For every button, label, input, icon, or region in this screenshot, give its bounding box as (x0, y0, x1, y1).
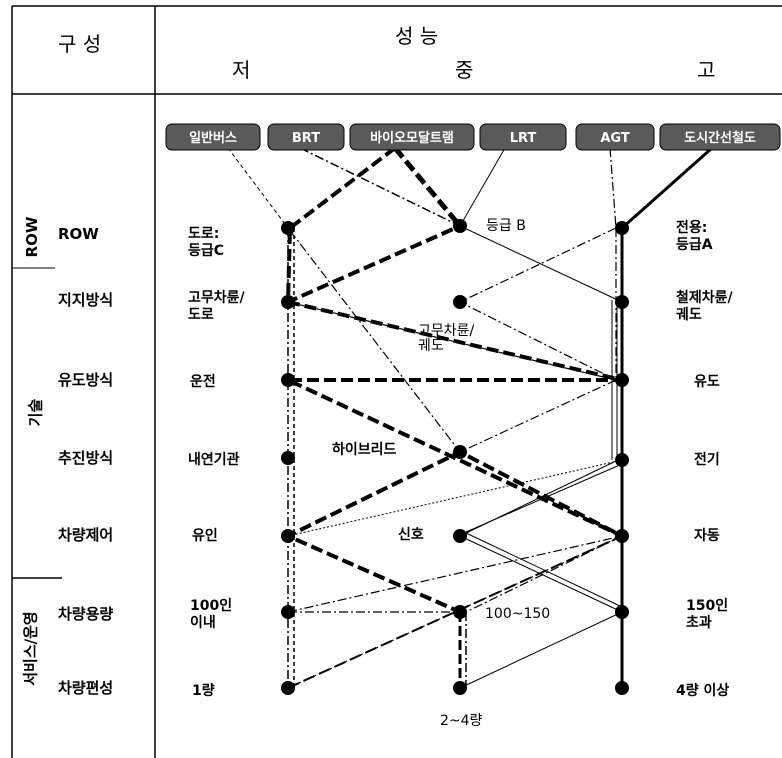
node-high-row (615, 221, 629, 235)
header-low: 저 (232, 58, 251, 82)
header-high: 고 (697, 58, 716, 82)
row-value-high: 유도 (694, 374, 720, 390)
row-name-support: 지지방식 (58, 291, 114, 309)
header-composition: 구 성 (58, 32, 102, 56)
mode-label-bus: 일반버스 (189, 130, 237, 146)
nodes (281, 219, 629, 695)
node-high-propulsion (615, 453, 629, 467)
mode-label-brt: BRT (292, 131, 320, 146)
row-value-low: 1량 (192, 683, 215, 699)
row-name-formation: 차량편성 (58, 679, 114, 697)
node-high-support (615, 295, 629, 309)
mode-box-brt (267, 123, 345, 151)
row-name-row: ROW (58, 225, 99, 243)
mode-box-lrt (479, 123, 567, 151)
row-value-low: 내연기관 (188, 452, 240, 468)
node-mid-control (453, 529, 467, 543)
row-name-capacity: 차량용량 (58, 605, 114, 623)
mode-label-agt: AGT (600, 131, 630, 146)
row-value-low: 운전 (190, 374, 216, 390)
mode-boxes: 일반버스 BRT 바이오모달트램 LRT AGT 도시간선철도 (165, 123, 781, 151)
node-low-guidance (281, 373, 295, 387)
header-performance: 성 능 (395, 24, 439, 48)
table-frame (11, 5, 782, 758)
node-high-formation (615, 681, 629, 695)
mode-box-bimodal-tram (349, 123, 475, 151)
row-value-high: 150인 초과 (686, 598, 729, 631)
node-mid-support (453, 295, 467, 309)
node-low-row (281, 221, 295, 235)
mode-label-urban-rail: 도시간선철도 (684, 130, 756, 146)
row-value-low: 100인 이내 (190, 598, 233, 631)
node-low-formation (281, 681, 295, 695)
row-value-mid: 100~150 (485, 606, 551, 622)
node-low-capacity (281, 605, 295, 619)
row-name-propulsion: 추진방식 (58, 449, 114, 467)
row-value-high: 자동 (694, 528, 720, 544)
row-value-mid: 2~4량 (440, 713, 483, 729)
node-high-capacity (615, 605, 629, 619)
node-low-control (281, 529, 295, 543)
node-mid-row (453, 219, 467, 233)
node-mid-propulsion (453, 445, 467, 459)
mode-box-urban-rail (659, 123, 781, 151)
row-value-mid: 하이브리드 (332, 442, 397, 458)
row-value-high: 4량 이상 (676, 683, 730, 699)
node-high-guidance (615, 373, 629, 387)
mode-label-lrt: LRT (510, 131, 537, 146)
row-name-control: 차량제어 (58, 526, 114, 544)
node-high-control (615, 529, 629, 543)
mode-box-bus (165, 123, 261, 151)
row-value-low: 도로: 등급C (188, 226, 225, 259)
row-value-mid: 신호 (398, 527, 424, 543)
node-mid-formation (453, 681, 467, 695)
row-value-high: 전기 (694, 452, 720, 468)
node-low-propulsion (281, 451, 295, 465)
header-mid: 중 (455, 58, 474, 82)
connections (227, 146, 713, 689)
row-value-high: 철제차륜/ 궤도 (676, 290, 733, 323)
row-value-low: 고무차륜/ 도로 (188, 290, 245, 323)
row-name-guidance: 유도방식 (58, 371, 114, 389)
node-low-support (281, 295, 295, 309)
mode-label-bimodal-tram: 바이오모달트램 (370, 130, 454, 146)
row-value-high: 전용: 등급A (676, 220, 713, 253)
node-mid-capacity (453, 605, 467, 619)
mode-box-agt (575, 123, 655, 151)
row-value-mid: 등급 B (486, 218, 526, 234)
row-value-low: 유인 (192, 528, 218, 544)
